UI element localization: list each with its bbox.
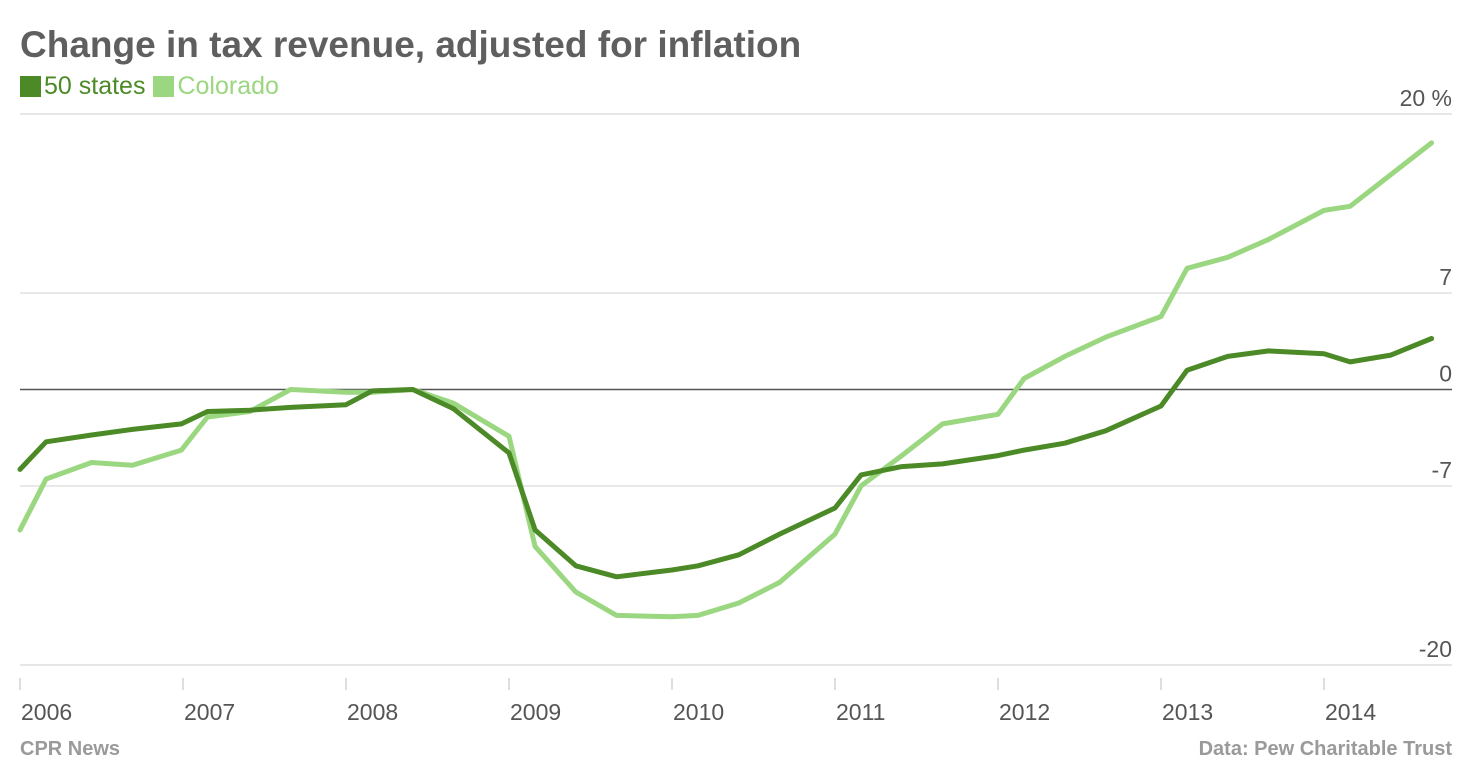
series-line-50-states <box>17 336 1435 580</box>
x-tick-label: 2007 <box>184 699 235 725</box>
legend-label-50-states: 50 states <box>44 72 146 100</box>
x-tick-label: 2011 <box>836 699 885 725</box>
source-credit: CPR News <box>20 738 121 760</box>
series-line-colorado <box>17 140 1435 620</box>
legend: 50 states Colorado <box>20 72 287 101</box>
legend-swatch-50-states <box>20 76 41 97</box>
legend-swatch-colorado <box>153 76 175 97</box>
x-tick-label: 2006 <box>21 699 72 725</box>
x-tick-label: 2014 <box>1325 699 1376 725</box>
x-tick-label: 2008 <box>347 699 398 725</box>
x-tick-label: 2013 <box>1162 699 1213 725</box>
legend-item-colorado: Colorado <box>153 72 279 101</box>
y-tick-label: -7 <box>1432 457 1452 483</box>
legend-item-50-states: 50 states <box>20 72 145 101</box>
x-tick-label: 2012 <box>999 699 1050 725</box>
y-tick-label: -20 <box>1419 636 1452 662</box>
x-tick-label: 2010 <box>673 699 724 725</box>
x-tick-label: 2009 <box>510 699 561 725</box>
y-tick-label: 20 % <box>1400 85 1452 111</box>
data-source: Data: Pew Charitable Trust <box>1198 738 1452 760</box>
legend-label-colorado: Colorado <box>177 72 279 100</box>
y-tick-label: 0 <box>1439 361 1452 387</box>
y-tick-label: 7 <box>1439 264 1452 290</box>
chart-title: Change in tax revenue, adjusted for infl… <box>20 24 802 65</box>
